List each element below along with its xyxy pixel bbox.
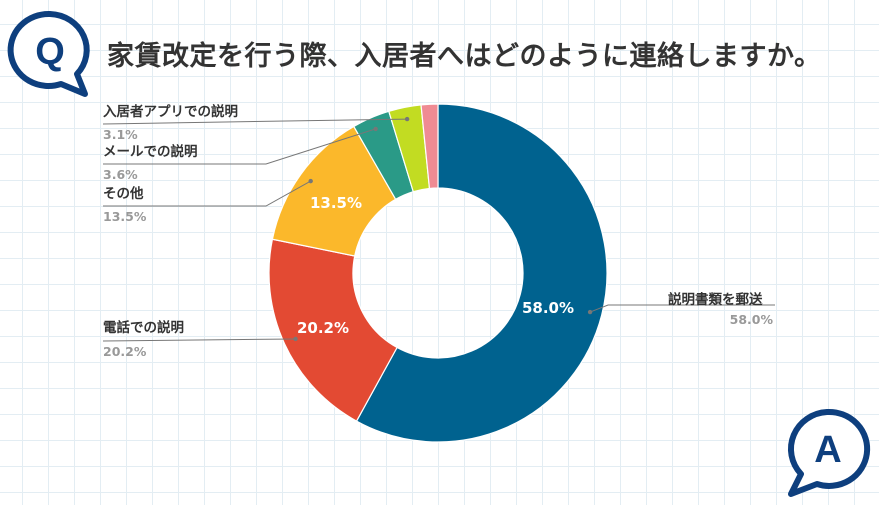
question-title: 家賃改定を行う際、入居者へはどのように連絡しますか。 — [107, 41, 822, 72]
slice-1 — [268, 238, 398, 422]
leader-line-0 — [589, 304, 775, 313]
slice-value-0: 58.0% — [730, 312, 774, 327]
leader-line-3 — [103, 128, 376, 165]
leader-line-1 — [102, 338, 296, 342]
q-letter: Q — [35, 31, 65, 73]
slice-inner-label-1: 20.2% — [297, 319, 349, 337]
leader-lines — [102, 116, 775, 342]
leader-line-4 — [102, 118, 408, 125]
slice-value-2: 13.5% — [103, 209, 147, 224]
a-letter: A — [814, 429, 841, 471]
leader-line-2 — [103, 180, 311, 207]
slice-value-1: 20.2% — [103, 344, 147, 359]
slice-inner-label-0: 58.0% — [522, 299, 574, 317]
slice-0 — [355, 103, 608, 443]
answer-a-icon: A — [788, 408, 871, 497]
donut-slices — [268, 103, 608, 443]
slice-label-1: 電話での説明 — [103, 319, 184, 336]
slice-value-3: 3.6% — [103, 167, 138, 182]
slice-label-2: その他 — [103, 185, 144, 202]
slice-label-4: 入居者アプリでの説明 — [103, 103, 238, 120]
slice-label-3: メールでの説明 — [103, 143, 198, 160]
slice-5 — [420, 103, 439, 190]
slice-value-4: 3.1% — [103, 127, 138, 142]
slice-inner-label-2: 13.5% — [310, 194, 362, 212]
question-q-icon: Q — [7, 10, 90, 97]
chart-labels: 説明書類を郵送 58.0% 58.0% 電話での説明 20.2% 20.2% その他 13.5… — [103, 103, 773, 359]
slice-label-0: 説明書類を郵送 — [668, 291, 763, 308]
